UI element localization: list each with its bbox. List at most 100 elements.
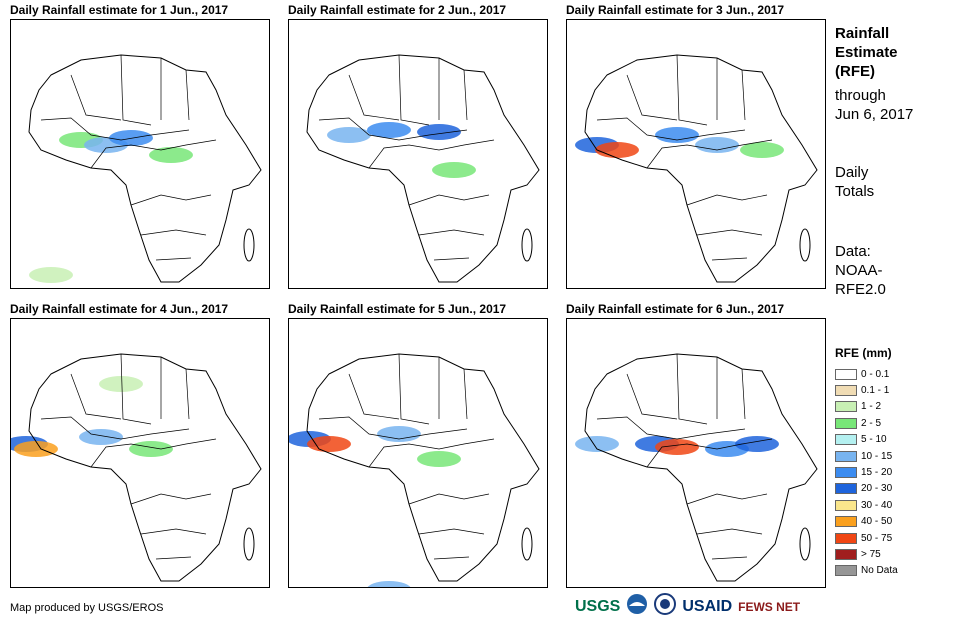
daily-totals-label: Daily Totals: [835, 164, 875, 200]
country-border: [398, 353, 430, 425]
rainfall-area: [367, 581, 411, 587]
country-border: [40, 416, 190, 440]
country-border: [130, 493, 212, 505]
country-border: [90, 139, 217, 169]
country-border: [185, 368, 190, 420]
rainfall-area: [595, 142, 639, 158]
country-border: [408, 194, 490, 206]
fews-net-logo: FEWS NET: [738, 599, 801, 614]
madagascar-outline: [521, 228, 533, 262]
map-background: [11, 20, 269, 288]
rainfall-map: [10, 19, 270, 289]
country-border: [155, 257, 192, 261]
country-border: [741, 69, 746, 121]
legend-item: 15 - 20: [835, 464, 898, 480]
legend-label: No Data: [861, 565, 898, 577]
country-border: [646, 438, 773, 468]
usaid-logo: USAID: [682, 597, 733, 615]
madagascar-outline: [521, 527, 533, 561]
country-border: [646, 139, 773, 169]
rainfall-area: [655, 127, 699, 143]
legend-swatch: [835, 401, 857, 413]
agency-logos: USGS USAID FEWS NET: [575, 593, 800, 620]
legend-item: > 75: [835, 546, 898, 562]
legend-item: 50 - 75: [835, 530, 898, 546]
country-border: [120, 54, 152, 126]
map-background: [567, 319, 825, 587]
panel-title: Daily Rainfall estimate for 5 Jun., 2017: [288, 302, 507, 316]
map-background: [289, 20, 547, 288]
country-border: [70, 74, 122, 121]
legend-item: 0 - 0.1: [835, 366, 898, 382]
panel-title: Daily Rainfall estimate for 6 Jun., 2017: [566, 302, 785, 316]
country-border: [711, 556, 748, 560]
legend-label: 2 - 5: [861, 417, 882, 429]
panel-title: Daily Rainfall estimate for 1 Jun., 2017: [10, 3, 229, 17]
map-background: [289, 319, 547, 587]
country-border: [596, 117, 746, 141]
rfe-panel-5: Daily Rainfall estimate for 5 Jun., 2017: [288, 302, 548, 592]
legend-item: 1 - 2: [835, 399, 898, 415]
country-border: [676, 54, 708, 126]
rainfall-map: [10, 318, 270, 588]
country-border: [140, 229, 207, 236]
legend-item: 40 - 50: [835, 514, 898, 530]
rainfall-map: [288, 318, 548, 588]
noaa-logo-icon: [626, 593, 648, 620]
legend-label: 10 - 15: [861, 450, 893, 462]
rainfall-area: [149, 147, 193, 163]
legend-label: 5 - 10: [861, 434, 887, 446]
legend-label: 50 - 75: [861, 532, 893, 544]
country-border: [433, 257, 470, 261]
rainfall-area: [29, 267, 73, 283]
legend-swatch: [835, 499, 857, 511]
country-border: [626, 373, 678, 420]
country-border: [368, 139, 495, 169]
rainfall-area: [367, 122, 411, 138]
rfe-panel-2: Daily Rainfall estimate for 2 Jun., 2017: [288, 3, 548, 293]
country-border: [408, 493, 490, 505]
country-border: [418, 229, 485, 236]
dos-seal-icon: [654, 593, 677, 620]
rainfall-area: [695, 137, 739, 153]
through-date: through Jun 6, 2017: [835, 87, 914, 123]
legend-swatch: [835, 483, 857, 495]
legend-item: 5 - 10: [835, 432, 898, 448]
legend-label: 30 - 40: [861, 499, 893, 511]
legend-swatch: [835, 385, 857, 397]
country-border: [368, 438, 495, 468]
country-border: [318, 117, 468, 141]
country-border: [348, 74, 400, 121]
rainfall-map: [566, 318, 826, 588]
africa-outline: [28, 54, 262, 283]
legend-label: 1 - 2: [861, 401, 882, 413]
rfe-heading: Rainfall Estimate (RFE): [835, 25, 898, 80]
legend-item: 20 - 30: [835, 481, 898, 497]
rainfall-area: [417, 124, 461, 140]
country-border: [318, 416, 468, 440]
map-credit: Map produced by USGS/EROS: [10, 602, 164, 614]
madagascar-outline: [799, 228, 811, 262]
legend-item: No Data: [835, 563, 898, 579]
rfe-panel-1: Daily Rainfall estimate for 1 Jun., 2017: [10, 3, 270, 293]
panel-title: Daily Rainfall estimate for 2 Jun., 2017: [288, 3, 507, 17]
legend-item: 0.1 - 1: [835, 382, 898, 398]
rainfall-map: [288, 19, 548, 289]
country-border: [696, 229, 763, 236]
africa-outline: [584, 54, 818, 283]
legend-item: 2 - 5: [835, 415, 898, 431]
country-border: [596, 416, 746, 440]
country-border: [120, 353, 152, 425]
africa-outline: [584, 353, 818, 582]
country-border: [140, 528, 207, 535]
country-border: [348, 373, 400, 420]
rainfall-map: [566, 19, 826, 289]
rfe-panel-6: Daily Rainfall estimate for 6 Jun., 2017: [566, 302, 826, 592]
country-border: [185, 69, 190, 121]
country-border: [686, 194, 768, 206]
rainfall-area: [14, 441, 58, 457]
rainfall-area: [377, 426, 421, 442]
legend-label: 15 - 20: [861, 467, 893, 479]
legend-label: > 75: [861, 548, 881, 560]
africa-outline: [306, 353, 540, 582]
